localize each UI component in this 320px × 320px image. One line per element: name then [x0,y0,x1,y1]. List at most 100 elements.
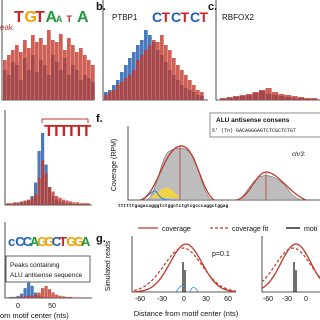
histogram-bar [259,90,266,100]
histogram-bar [239,95,246,100]
panel-label: c. [208,1,217,13]
x-axis-label: om motif center (nts) [0,311,69,320]
histogram-bar [184,75,188,100]
panel-title: PTBP1 [112,13,138,22]
x-tick-label: 30 [202,296,210,303]
histogram-bar [59,34,63,100]
panel-label: f. [96,113,103,125]
legend-text: coverage [162,226,191,233]
histogram-bar [41,160,45,205]
panel-label: b. [96,1,106,13]
histogram-bar [188,80,192,100]
histogram-bar [72,202,76,205]
histogram-bar [9,297,13,298]
box-text: ALU antisense sequence [10,272,83,279]
axis [261,236,320,293]
panel-label: g. [96,233,106,245]
histogram-bar [226,97,233,100]
histogram-bar [200,92,204,100]
histogram-bar [35,42,39,100]
coverage-curve [261,243,320,289]
histogram-bar [27,282,31,298]
histogram-bar [192,85,196,100]
x-tick-label: -30 [282,296,292,303]
x-tick-label: -60 [135,296,145,303]
histogram-bar [7,55,11,100]
motif-letter: G [66,234,76,249]
motif-letter: T [59,234,67,249]
histogram-bar [160,35,164,100]
motif-letter: T [162,9,171,25]
legend-text: eak [0,23,14,32]
histogram-bar [19,52,23,100]
histogram-bar [311,98,318,100]
histogram-bar [20,293,24,298]
motif-letter: C [171,9,181,25]
histogram-bar [172,58,176,100]
histogram-bar [79,48,83,100]
y-axis-label: Coverage (RPM) [111,139,118,192]
motif-letter: T [52,123,62,140]
histogram-bar [265,88,272,100]
histogram-bar [47,30,51,100]
histogram-bar [58,295,62,298]
histogram-bar [9,203,13,205]
histogram-bar [220,98,227,100]
annotation-box [5,255,91,283]
histogram-bar [124,78,128,100]
motif-letter: T [44,123,54,140]
box-text: Peaks containing [10,262,60,269]
motif-letter: C [190,9,200,25]
histogram-bar [120,82,124,100]
motif-letter: c [8,234,15,249]
histogram-bar [20,201,24,205]
histogram-bar [79,297,83,298]
histogram-bar [6,203,10,205]
x-axis-label: Distance from motif center (nts) [134,309,239,318]
motif-letter: C [152,9,162,25]
histogram-bar [83,297,87,298]
histogram-bar [285,95,292,100]
x-tick-label: 60 [224,296,232,303]
histogram-bar [13,297,17,298]
histogram-bar [23,40,27,100]
histogram-bar [27,199,31,205]
histogram-bar [112,90,116,100]
histogram-bar [48,187,52,205]
x-tick-label: 50 [48,303,56,310]
histogram-bar [83,203,87,205]
coverage-area [150,187,180,198]
histogram-bar [48,289,52,298]
motif-letter: T [82,123,92,140]
motif-letter: C [52,234,62,249]
axis [131,236,236,293]
motif-letter: G [74,234,84,249]
histogram-bar [63,50,67,100]
histogram-bar [34,294,38,298]
histogram-bar [246,94,253,100]
histogram-bar [16,202,20,205]
histogram-bar [30,285,34,298]
histogram-bar [156,42,160,100]
coverage-area [145,147,213,201]
histogram-bar [75,52,79,100]
histogram-bar [44,285,48,298]
histogram-bar [44,173,48,205]
histogram-bar [31,35,35,100]
motif-letter: T [35,9,45,26]
histogram-bar [132,70,136,100]
histogram-bar [168,50,172,100]
x-tick-label: -60 [263,296,273,303]
consensus-sequence: 5' (Tn) GACAGGGAGTCTCGCTCTGT [212,128,296,134]
histogram-bar [62,199,66,205]
histogram-bar [144,50,148,100]
x-tick-label: 0 [182,296,186,303]
histogram-bar [152,40,156,100]
histogram-bar [11,50,15,100]
histogram-bar [140,55,144,100]
histogram-bar [298,97,305,100]
motif-letter: C [15,234,25,249]
histogram-bar [43,45,47,100]
motif-letter: T [59,123,69,140]
genomic-sequence: ttttttgagacagggtctggctctgtcgcccaggctggag [118,203,229,209]
